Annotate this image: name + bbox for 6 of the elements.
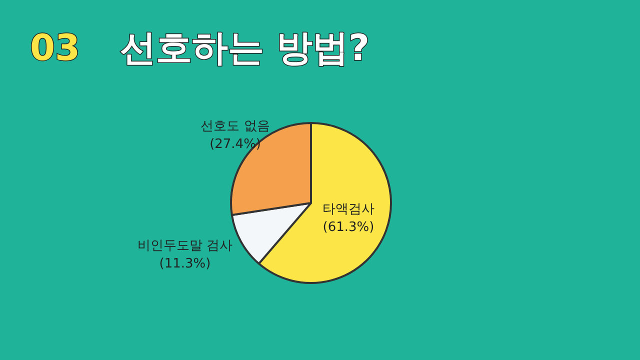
slice-label: 타액검사 [322,202,375,217]
slice-label: 선호도 없음 [200,119,270,134]
data-label: (11.3%) [159,256,211,272]
chart-title: 03 선호하는 방법? [30,28,370,69]
data-label: (61.3%) [322,220,374,235]
slice-label: 비인두도말 검사 [137,238,233,254]
